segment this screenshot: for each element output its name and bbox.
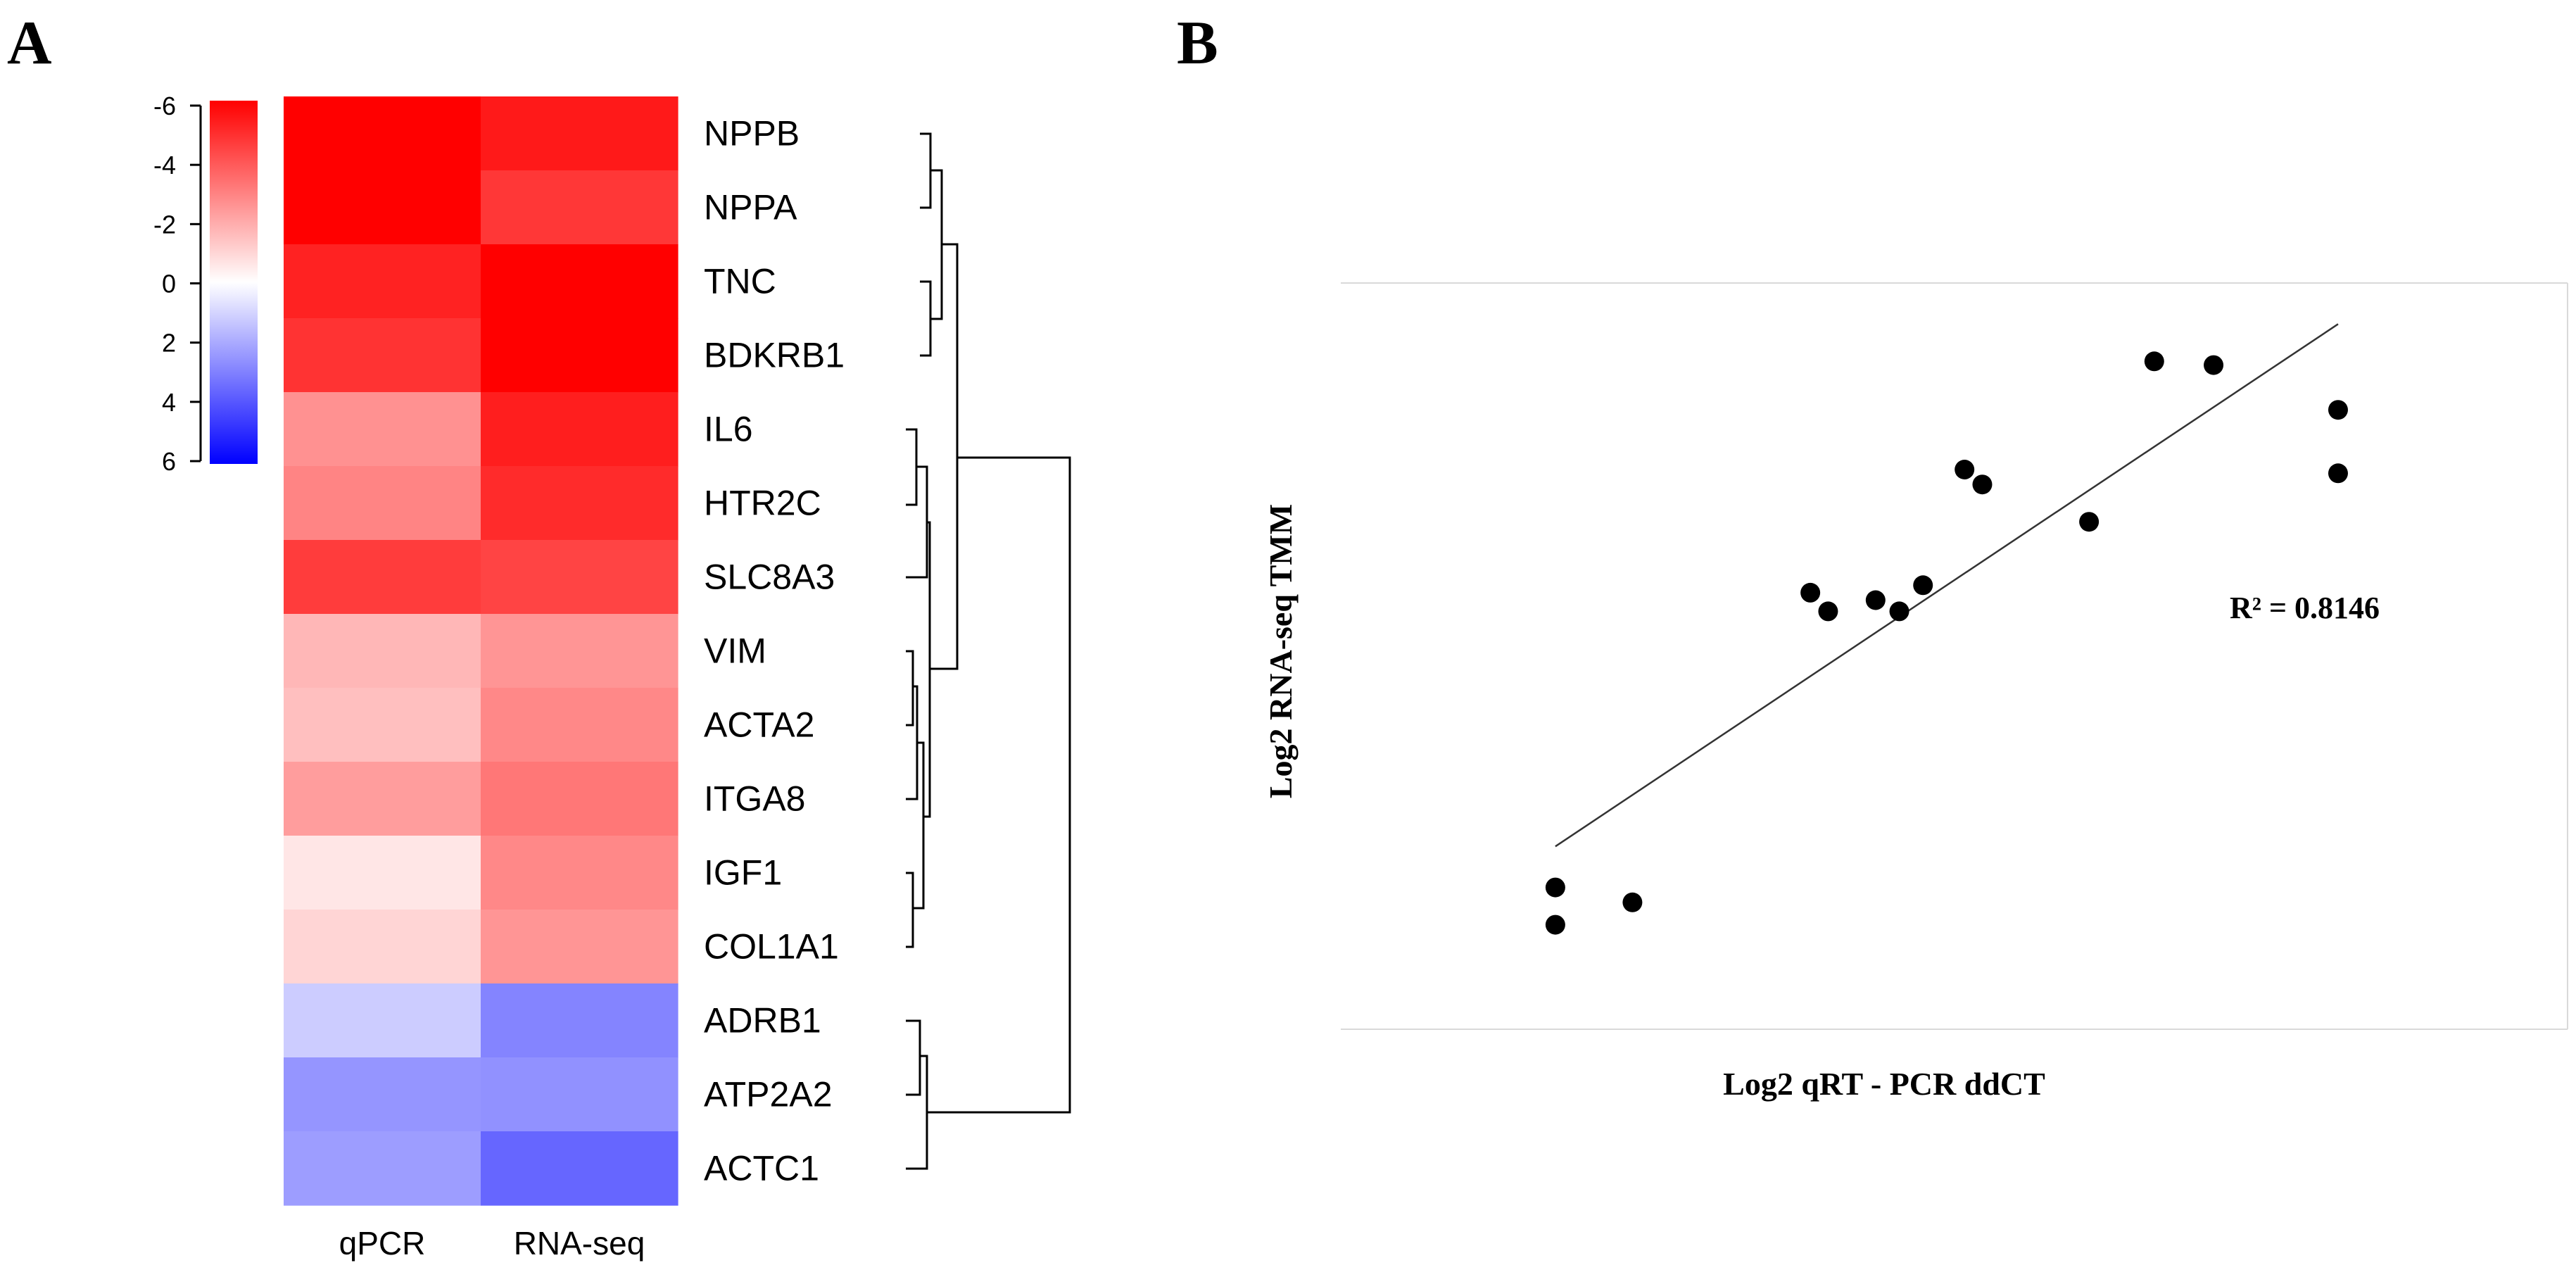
panel-label-b: B: [1177, 9, 1218, 77]
heatmap-row-label: TNC: [704, 262, 776, 301]
scatter-panel: R² = 0.8146 Log2 qRT - PCR ddCT Log2 RNA…: [1263, 282, 2568, 1102]
heatmap-cell: [284, 170, 481, 245]
heatmap-row-label: NPPB: [704, 114, 800, 153]
heatmap-cell: [284, 1057, 481, 1132]
heatmap-panel: -6 -4 -2 0 2 4 6 NPPB NPPA TNC BDKRB1 IL6 HTR2C SLC8…: [153, 92, 1071, 1262]
heatmap-cell: [481, 836, 678, 910]
scatter-point: [2079, 512, 2100, 532]
dendrogram: [906, 132, 1071, 1170]
heatmap-cell: [481, 1057, 678, 1132]
heatmap-cell: [284, 318, 481, 393]
heatmap-row-label: IL6: [704, 410, 753, 449]
scatter-point: [1865, 590, 1886, 610]
heatmap-cell: [481, 170, 678, 245]
heatmap-cell: [481, 540, 678, 615]
colorbar-tick-label: -2: [153, 210, 176, 239]
panel-label-a: A: [7, 9, 52, 77]
heatmap-cell: [481, 392, 678, 467]
heatmap-cell: [284, 540, 481, 615]
heatmap-cell: [481, 614, 678, 689]
heatmap-cell: [481, 688, 678, 762]
heatmap-cell: [481, 983, 678, 1058]
scatter-point: [1889, 601, 1909, 622]
heatmap-column-labels: qPCR RNA-seq: [339, 1225, 645, 1262]
heatmap-cell: [481, 466, 678, 541]
scatter-points: [1545, 351, 2348, 935]
heatmap-cell: [284, 96, 481, 171]
heatmap-row-label: ATP2A2: [704, 1075, 833, 1114]
heatmap-cell: [284, 244, 481, 319]
x-axis-label: Log2 qRT - PCR ddCT: [1723, 1066, 2045, 1102]
heatmap-row-label: ACTA2: [704, 705, 814, 745]
scatter-point: [2328, 400, 2348, 420]
trendline: [1555, 323, 2339, 848]
r-squared-annotation: R² = 0.8146: [2230, 591, 2380, 625]
heatmap-cell: [481, 318, 678, 393]
scatter-point: [1972, 474, 1993, 495]
colorbar-tick-label: -4: [153, 151, 176, 180]
scatter-point: [2204, 355, 2224, 375]
heatmap-cell: [481, 244, 678, 319]
scatter-point: [2328, 463, 2348, 484]
heatmap-cell: [284, 392, 481, 467]
heatmap-row-label: NPPA: [704, 188, 797, 227]
scatter-point: [2144, 351, 2164, 372]
colorbar-tick-label: 4: [162, 388, 176, 417]
colorbar-tick-label: 0: [162, 270, 176, 298]
y-axis-label: Log2 RNA-seq TMM: [1263, 504, 1299, 798]
scatter-point: [1800, 582, 1821, 603]
heatmap-row-label: ITGA8: [704, 779, 805, 819]
scatter-point: [1913, 575, 1933, 596]
heatmap-cell: [481, 910, 678, 984]
heatmap-row-label: COL1A1: [704, 927, 839, 967]
heatmap-cell: [284, 762, 481, 836]
scatter-point: [1955, 460, 1975, 479]
heatmap-cell: [284, 688, 481, 762]
colorbar-tick-label: 6: [162, 447, 176, 476]
heatmap-cell: [284, 983, 481, 1058]
heatmap-cell: [284, 910, 481, 984]
heatmap-row-label: ACTC1: [704, 1149, 819, 1188]
heatmap-cell: [481, 96, 678, 171]
scatter-point: [1622, 892, 1643, 912]
heatmap-row-label: IGF1: [704, 853, 782, 893]
heatmap-cell: [284, 614, 481, 689]
colorbar-tick-label: -6: [153, 92, 176, 120]
heatmap-row-label: SLC8A3: [704, 558, 835, 597]
scatter-point: [1818, 601, 1838, 622]
scatter-point: [1545, 877, 1565, 898]
heatmap-cell: [481, 762, 678, 836]
heatmap-cell: [284, 466, 481, 541]
colorbar-ticks: -6 -4 -2 0 2 4 6: [153, 92, 201, 476]
heatmap-column-label: qPCR: [339, 1225, 426, 1262]
scatter-point: [1545, 914, 1565, 935]
heatmap-cell: [284, 836, 481, 910]
heatmap-row-label: HTR2C: [704, 484, 821, 523]
heatmap-row-label: ADRB1: [704, 1001, 821, 1040]
heatmap-row-label: VIM: [704, 631, 766, 671]
heatmap-cells: [284, 96, 678, 1206]
heatmap-row-labels: NPPB NPPA TNC BDKRB1 IL6 HTR2C SLC8A3 VIM ACTA2 I…: [704, 114, 845, 1188]
heatmap-row-label: BDKRB1: [704, 336, 845, 375]
colorbar: [210, 101, 258, 464]
heatmap-cell: [481, 1131, 678, 1206]
colorbar-tick-label: 2: [162, 329, 176, 358]
heatmap-column-label: RNA-seq: [514, 1225, 645, 1262]
heatmap-cell: [284, 1131, 481, 1206]
